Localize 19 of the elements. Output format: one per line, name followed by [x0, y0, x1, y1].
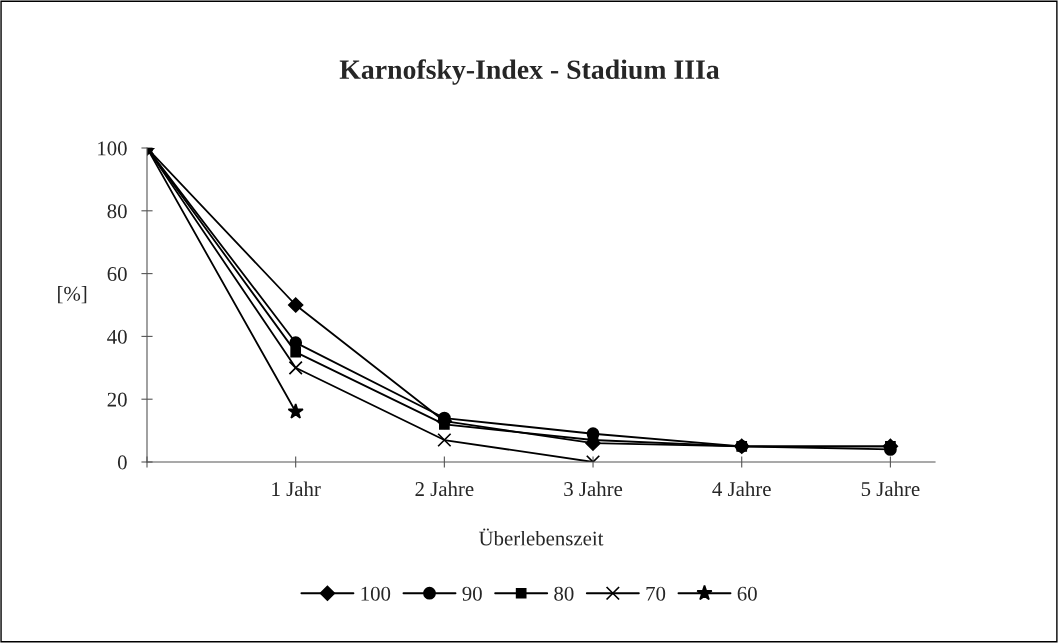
x-tick-label: 1 Jahr	[272, 481, 321, 497]
legend-label: 70	[646, 586, 666, 601]
x-tick-label: 3 Jahre	[564, 481, 623, 497]
y-tick-label: 20	[107, 392, 127, 407]
legend-label: 60	[737, 586, 757, 601]
y-tick-label: 0	[117, 455, 127, 470]
y-axis-title: [%]	[58, 286, 87, 304]
y-tick-label: 60	[107, 266, 127, 282]
y-tick-label: 100	[98, 141, 127, 156]
x-tick-label: 5 Jahre	[861, 481, 920, 497]
y-tick-label: 80	[107, 204, 127, 219]
x-tick-label: 4 Jahre	[712, 481, 771, 497]
x-axis-title: Überlebenszeit	[478, 528, 604, 546]
legend-label: 100	[361, 586, 391, 601]
chart-title: Karnofsky-Index - Stadium IIIa	[339, 59, 720, 85]
y-tick-label: 40	[107, 329, 127, 344]
legend-label: 80	[554, 586, 574, 601]
x-tick-label: 2 Jahre	[415, 481, 474, 497]
legend-label: 90	[462, 586, 482, 601]
